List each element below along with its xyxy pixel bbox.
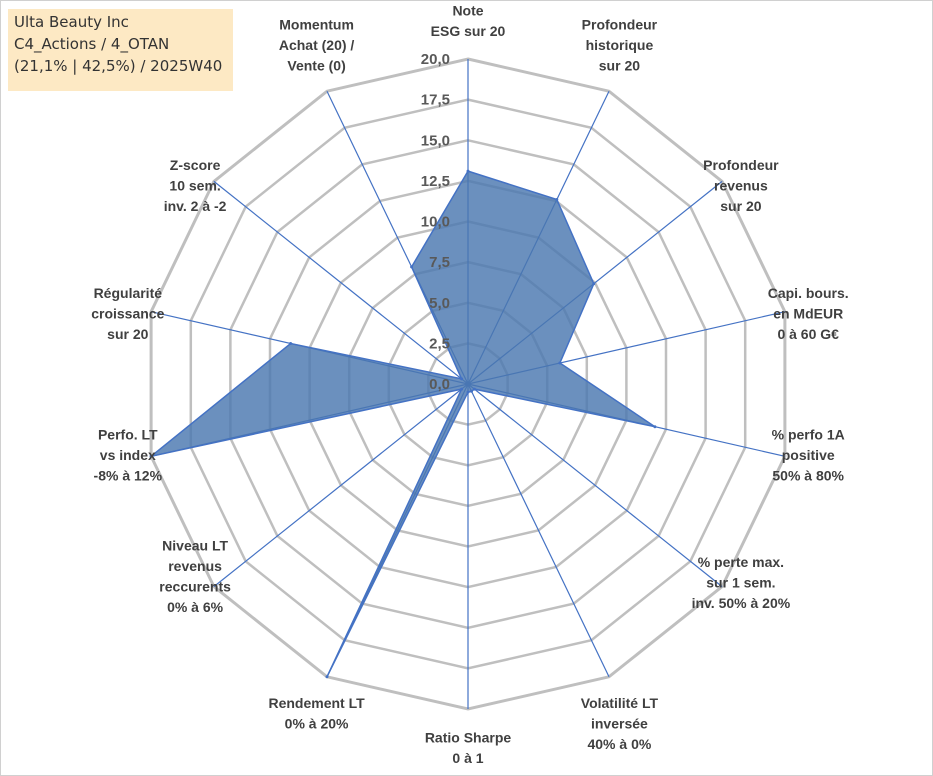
- axis-labels: Note ESG sur 20 Profondeur historique sur 20…: [91, 2, 848, 766]
- axis-label-line: Profondeur: [703, 157, 779, 173]
- data-point-10: [149, 454, 153, 458]
- axis-label-line: Momentum: [279, 16, 354, 32]
- spoke-9: [213, 383, 469, 588]
- axis-label-line: 50% à 80%: [772, 467, 844, 483]
- axis-label-line: -8% à 12%: [94, 467, 163, 483]
- axis-label-line: 0% à 20%: [285, 715, 349, 731]
- axis-label-13: Momentum Achat (20) / Vente (0): [279, 16, 355, 73]
- tick-label: 7,5: [429, 254, 450, 271]
- data-point-6: [470, 389, 473, 393]
- spoke-6: [467, 383, 610, 678]
- axis-label-line: en MdEUR: [773, 305, 843, 321]
- axis-label-line: croissance: [91, 305, 164, 321]
- axis-label-6: Volatilité LT inversée 40% à 0%: [581, 695, 659, 752]
- portfolio-code: C4_Actions / 4_OTAN: [14, 35, 170, 53]
- tick-label: 2,5: [429, 335, 450, 352]
- axis-label-5: % perte max. sur 1 sem. inv. 50% à 20%: [692, 554, 791, 611]
- axis-label-line: vs index: [100, 447, 156, 463]
- axis-label-line: 0% à 6%: [167, 599, 224, 615]
- radial-ticks: 0,0 2,5 5,0 7,5 10,0 12,5 15,0 17,5 20,0: [421, 51, 450, 393]
- spoke-12: [213, 180, 469, 385]
- axis-label-line: inversée: [591, 715, 648, 731]
- axis-label-line: historique: [586, 37, 654, 53]
- tick-label: 12,5: [421, 173, 450, 190]
- axis-label-0: Note ESG sur 20: [431, 2, 506, 39]
- axis-label-line: Note: [452, 2, 483, 18]
- tick-label: 0,0: [429, 376, 450, 393]
- axis-label-line: ESG sur 20: [431, 23, 506, 39]
- data-point-12: [460, 377, 464, 381]
- data-point-1: [555, 198, 559, 201]
- stats-week: (21,1% | 42,5%) / 2025W40: [14, 57, 223, 75]
- axis-label-line: sur 20: [107, 326, 148, 342]
- axis-label-2: Profondeur revenus sur 20: [703, 157, 779, 214]
- data-point-2: [592, 282, 596, 286]
- spoke-5: [467, 383, 723, 588]
- axis-label-line: Vente (0): [287, 57, 345, 73]
- data-point-13: [410, 265, 414, 269]
- axis-label-line: 40% à 0%: [587, 736, 651, 752]
- data-point-4: [653, 425, 657, 429]
- tick-label: 15,0: [421, 132, 450, 149]
- axis-label-line: Niveau LT: [162, 537, 228, 553]
- axis-label-line: Ratio Sharpe: [425, 729, 512, 745]
- axis-label-line: Z-score: [170, 157, 221, 173]
- axis-label-4: % perfo 1A positive 50% à 80%: [772, 426, 845, 483]
- axis-label-line: Capi. bours.: [768, 285, 849, 301]
- axis-label-line: % perte max.: [698, 554, 784, 570]
- axis-label-3: Capi. bours. en MdEUR 0 à 60 G€: [768, 285, 849, 342]
- axis-label-line: revenus: [168, 558, 222, 574]
- data-point-9: [460, 387, 464, 391]
- company-name: Ulta Beauty Inc: [14, 13, 129, 31]
- axis-label-line: inv. 2 à -2: [164, 198, 227, 214]
- axis-label-line: inv. 50% à 20%: [692, 595, 791, 611]
- axis-label-line: Achat (20) /: [279, 37, 355, 53]
- axis-label-8: Rendement LT 0% à 20%: [268, 695, 365, 732]
- axis-label-line: % perfo 1A: [772, 426, 845, 442]
- axis-label-10: Perfo. LT vs index -8% à 12%: [94, 426, 163, 483]
- tick-label: 10,0: [421, 214, 450, 231]
- axis-label-line: Rendement LT: [268, 695, 365, 711]
- axis-label-line: 0 à 60 G€: [777, 326, 839, 342]
- axis-label-line: Régularité: [94, 285, 163, 301]
- tick-label: 5,0: [429, 295, 450, 312]
- axis-label-line: Volatilité LT: [581, 695, 659, 711]
- data-point-7: [466, 390, 470, 394]
- info-box: Ulta Beauty Inc C4_Actions / 4_OTAN (21,…: [8, 9, 233, 91]
- axis-label-line: Profondeur: [582, 16, 658, 32]
- axis-label-9: Niveau LT revenus reccurents 0% à 6%: [159, 537, 231, 615]
- axis-label-7: Ratio Sharpe 0 à 1: [425, 729, 512, 766]
- axis-label-line: sur 20: [599, 57, 640, 73]
- axis-label-1: Profondeur historique sur 20: [582, 16, 658, 73]
- axis-label-11: Régularité croissance sur 20: [91, 285, 164, 342]
- axis-label-line: Perfo. LT: [98, 426, 158, 442]
- axis-label-12: Z-score 10 sem. inv. 2 à -2: [164, 157, 227, 214]
- axis-label-line: sur 20: [720, 198, 761, 214]
- axis-label-line: sur 1 sem.: [706, 575, 775, 591]
- data-point-3: [558, 361, 562, 365]
- axis-label-line: 0 à 1: [452, 750, 483, 766]
- data-point-5: [472, 387, 476, 391]
- axis-label-line: 10 sem.: [169, 178, 220, 194]
- data-point-8: [325, 675, 329, 679]
- data-point-0: [466, 169, 470, 173]
- data-point-11: [289, 342, 293, 345]
- axis-label-line: reccurents: [159, 578, 231, 594]
- tick-label: 17,5: [421, 92, 450, 109]
- axis-label-line: positive: [782, 447, 835, 463]
- axis-label-line: revenus: [714, 178, 768, 194]
- tick-label: 20,0: [421, 51, 450, 68]
- radar-series: [149, 169, 657, 679]
